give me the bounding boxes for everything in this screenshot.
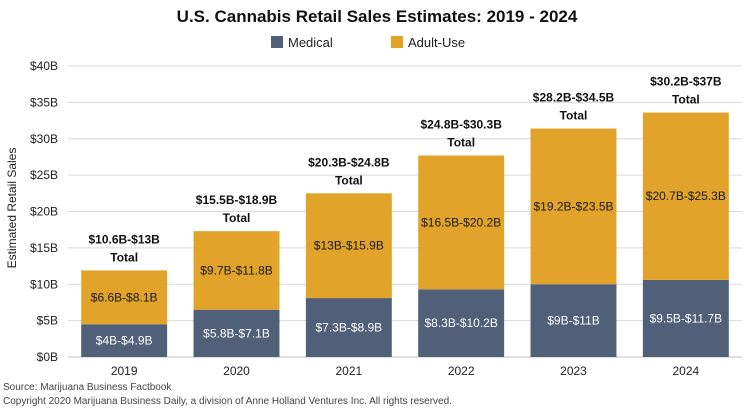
data-label-medical: $8.3B-$10.2B	[424, 316, 497, 330]
legend-label-medical: Medical	[288, 35, 333, 50]
bars: $4B-$4.9B$6.6B-$8.1B$10.6B-$13BTotal$5.8…	[81, 75, 729, 357]
bar-segment-medical	[642, 279, 729, 357]
bar-segment-adult-use	[81, 270, 168, 325]
bar-segment-adult-use	[305, 193, 392, 299]
total-range-label: $20.3B-$24.8B	[308, 155, 390, 169]
data-label-adult-use: $20.7B-$25.3B	[646, 189, 726, 203]
y-tick-label: $15B	[30, 241, 58, 255]
y-tick-label: $30B	[30, 132, 58, 146]
data-label-medical: $9.5B-$11.7B	[650, 311, 723, 325]
chart-title: U.S. Cannabis Retail Sales Estimates: 20…	[177, 7, 578, 26]
data-label-adult-use: $16.5B-$20.2B	[421, 215, 501, 229]
bar-segment-adult-use	[418, 155, 505, 290]
x-tick-label: 2020	[223, 364, 250, 378]
footer-source: Source: Marijuana Business Factbook	[3, 382, 172, 393]
y-tick-label: $35B	[30, 95, 58, 109]
bar-segment-medical	[530, 284, 617, 357]
x-tick-label: 2024	[672, 364, 699, 378]
total-label: Total	[447, 135, 475, 149]
footer-copyright: Copyright 2020 Marijuana Business Daily,…	[3, 396, 452, 407]
data-label-adult-use: $13B-$15.9B	[314, 239, 384, 253]
total-label: Total	[335, 173, 363, 187]
data-label-adult-use: $19.2B-$23.5B	[533, 199, 613, 213]
x-tick-label: 2023	[560, 364, 587, 378]
total-range-label: $24.8B-$30.3B	[420, 117, 502, 131]
x-tick-label: 2021	[335, 364, 362, 378]
bar-segment-medical	[305, 298, 392, 357]
legend-swatch-adult-use	[391, 36, 403, 48]
legend-label-adult-use: Adult-Use	[408, 35, 465, 50]
bar-segment-adult-use	[530, 128, 617, 285]
gridlines	[68, 65, 742, 322]
total-label: Total	[560, 109, 588, 123]
data-label-medical: $7.3B-$8.9B	[315, 321, 382, 335]
bar-segment-medical	[193, 309, 280, 357]
data-label-medical: $5.8B-$7.1B	[203, 326, 270, 340]
data-label-medical: $9B-$11B	[547, 314, 599, 328]
bar-segment-medical	[81, 324, 168, 357]
bar-stack-2023: $9B-$11B $19.2B-$23.5B $28.2B-$34.5B Total	[530, 91, 617, 357]
total-range-label: $28.2B-$34.5B	[533, 91, 615, 105]
legend: Medical Adult-Use	[271, 35, 465, 50]
total-label: Total	[672, 93, 700, 107]
bar-stack-2022: $8.3B-$10.2B $16.5B-$20.2B $24.8B-$30.3B To…	[418, 117, 505, 357]
y-tick-label: $10B	[30, 277, 58, 291]
data-label-adult-use: $6.6B-$8.1B	[91, 290, 158, 304]
data-label-medical: $4B-$4.9B	[96, 334, 153, 348]
bar-stack-2020: $5.8B-$7.1B $9.7B-$11.8B $15.5B-$18.9B Tota…	[193, 193, 280, 357]
bar-segment-medical	[418, 289, 505, 357]
y-tick-label: $5B	[37, 314, 58, 328]
total-label: Total	[110, 250, 138, 264]
total-range-label: $10.6B-$13B	[88, 232, 160, 246]
x-tick-label: 2022	[448, 364, 475, 378]
x-tick-label: 2019	[111, 364, 138, 378]
y-tick-label: $0B	[37, 350, 58, 364]
y-tick-label: $25B	[30, 168, 58, 182]
bar-stack-2024: $9.5B-$11.7B $20.7B-$25.3B $30.2B-$37B Tota…	[642, 75, 729, 357]
bar-stack-2021: $7.3B-$8.9B $13B-$15.9B $20.3B-$24.8B Total	[305, 155, 392, 357]
y-tick-label: $20B	[30, 205, 58, 219]
y-axis-ticks: $0B $5B $10B $15B $20B $25B $30B $35B $40B	[30, 59, 58, 364]
data-label-adult-use: $9.7B-$11.8B	[200, 263, 273, 277]
y-axis-title: Estimated Retail Sales	[5, 148, 19, 269]
total-range-label: $30.2B-$37B	[650, 75, 722, 89]
bar-segment-adult-use	[642, 112, 729, 280]
legend-swatch-medical	[271, 36, 283, 48]
x-axis-ticks: 2019 2020 2021 2022 2023 2024	[111, 364, 700, 378]
y-tick-label: $40B	[30, 59, 58, 73]
total-label: Total	[223, 211, 251, 225]
total-range-label: $15.5B-$18.9B	[196, 193, 278, 207]
bar-segment-adult-use	[193, 231, 280, 310]
bar-stack-2019: $4B-$4.9B $6.6B-$8.1B $10.6B-$13B Total	[81, 232, 168, 357]
